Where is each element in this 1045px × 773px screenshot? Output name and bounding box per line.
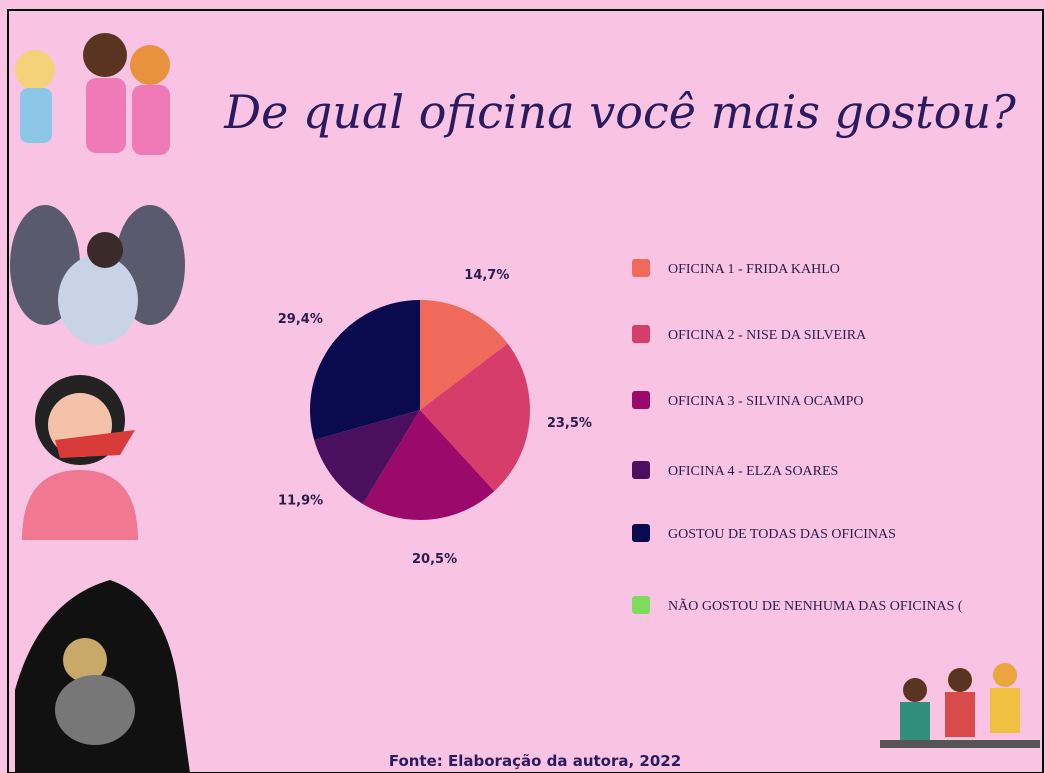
data-label: 14,7%	[464, 268, 509, 283]
page: De qual oficina você mais gostou? Fonte:…	[0, 0, 1045, 773]
legend-swatch	[632, 325, 650, 343]
data-label: 20,5%	[412, 552, 457, 567]
legend-label: NÃO GOSTOU DE NENHUMA DAS OFICINAS (	[668, 598, 963, 614]
legend-label: GOSTOU DE TODAS DAS OFICINAS	[668, 527, 896, 542]
legend-swatch	[632, 524, 650, 542]
legend-label: OFICINA 1 - FRIDA KAHLO	[668, 262, 840, 277]
legend-label: OFICINA 2 - NISE DA SILVEIRA	[668, 328, 867, 343]
chart: De qual oficina você mais gostou? Fonte:…	[0, 0, 1045, 773]
data-label: 11,9%	[278, 493, 323, 508]
chart-title: De qual oficina você mais gostou?	[223, 85, 1016, 139]
legend-swatch	[632, 461, 650, 479]
legend-swatch	[632, 259, 650, 277]
data-label: 29,4%	[278, 312, 323, 327]
legend-swatch	[632, 391, 650, 409]
legend-label: OFICINA 4 - ELZA SOARES	[668, 464, 838, 479]
legend-label: OFICINA 3 - SILVINA OCAMPO	[668, 394, 864, 409]
legend-swatch	[632, 596, 650, 614]
illustration-girls	[15, 33, 170, 155]
source: Fonte: Elaboração da autora, 2022	[389, 752, 681, 770]
data-label: 23,5%	[547, 416, 592, 431]
